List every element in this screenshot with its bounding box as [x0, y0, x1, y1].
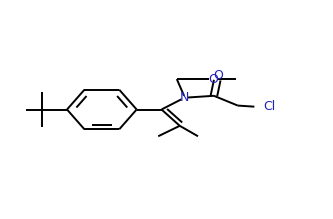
Text: N: N: [179, 91, 189, 104]
Text: O: O: [213, 69, 223, 82]
Text: O: O: [208, 72, 218, 86]
Text: Cl: Cl: [263, 100, 275, 113]
